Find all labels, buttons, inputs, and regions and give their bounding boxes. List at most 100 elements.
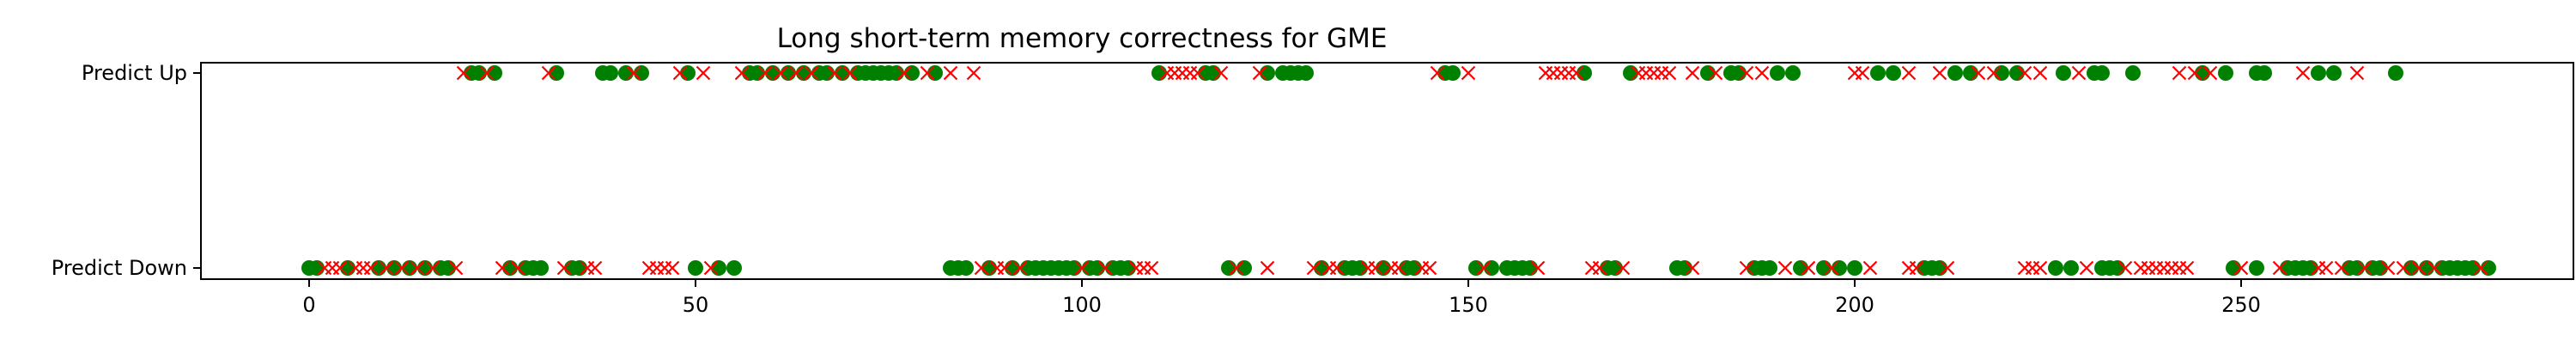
incorrect-prediction-point xyxy=(1012,260,1028,276)
incorrect-prediction-point xyxy=(1685,260,1700,276)
correct-prediction-point xyxy=(1005,260,1020,276)
correct-prediction-point xyxy=(2249,260,2264,276)
incorrect-prediction-point xyxy=(1329,260,1345,276)
incorrect-prediction-point xyxy=(1708,65,1723,81)
correct-prediction-point xyxy=(1260,65,1275,81)
incorrect-prediction-point xyxy=(2032,65,2048,81)
y-axis: Predict Down Predict Up xyxy=(52,61,201,280)
correct-prediction-point xyxy=(487,65,502,81)
correct-prediction-point xyxy=(1206,65,1221,81)
correct-prediction-point xyxy=(2063,260,2079,276)
incorrect-prediction-point xyxy=(1097,260,1113,276)
incorrect-prediction-point xyxy=(1368,260,1383,276)
incorrect-prediction-point xyxy=(1824,260,1839,276)
correct-prediction-point xyxy=(2349,260,2365,276)
correct-prediction-point xyxy=(618,65,634,81)
correct-prediction-point xyxy=(2326,65,2342,81)
incorrect-prediction-point xyxy=(2295,65,2311,81)
incorrect-prediction-point xyxy=(1306,260,1321,276)
incorrect-prediction-point xyxy=(2396,260,2411,276)
incorrect-prediction-point xyxy=(1909,260,1924,276)
incorrect-prediction-point xyxy=(665,260,680,276)
correct-prediction-point xyxy=(1607,260,1623,276)
incorrect-prediction-point xyxy=(479,65,495,81)
correct-prediction-point xyxy=(1090,260,1105,276)
correct-prediction-point xyxy=(371,260,386,276)
correct-prediction-point xyxy=(2218,65,2233,81)
x-tick-label: 0 xyxy=(302,293,315,317)
incorrect-prediction-point xyxy=(1229,260,1244,276)
correct-prediction-point xyxy=(2226,260,2241,276)
correct-prediction-point xyxy=(634,65,649,81)
incorrect-prediction-point xyxy=(1801,260,1816,276)
correct-prediction-point xyxy=(711,260,726,276)
correct-prediction-point xyxy=(2303,260,2318,276)
x-tick-label: 150 xyxy=(1449,293,1488,317)
incorrect-prediction-point xyxy=(1862,260,1878,276)
incorrect-prediction-point xyxy=(2357,260,2372,276)
incorrect-prediction-point xyxy=(1592,260,1607,276)
correct-prediction-point xyxy=(1785,65,1801,81)
incorrect-prediction-point xyxy=(332,260,348,276)
incorrect-prediction-point xyxy=(2272,260,2287,276)
incorrect-prediction-point xyxy=(827,65,842,81)
correct-prediction-point xyxy=(402,260,417,276)
incorrect-prediction-point xyxy=(788,65,804,81)
incorrect-prediction-point xyxy=(1430,65,1445,81)
correct-prediction-point xyxy=(2110,260,2125,276)
incorrect-prediction-point xyxy=(1986,65,2002,81)
correct-prediction-point xyxy=(2056,65,2071,81)
incorrect-prediction-point xyxy=(1662,65,1677,81)
incorrect-prediction-point xyxy=(1422,260,1437,276)
incorrect-prediction-point xyxy=(2380,260,2396,276)
incorrect-prediction-point xyxy=(696,65,711,81)
incorrect-prediction-point xyxy=(626,65,641,81)
correct-prediction-point xyxy=(603,65,618,81)
incorrect-prediction-point xyxy=(672,65,688,81)
incorrect-prediction-point xyxy=(2179,260,2195,276)
incorrect-prediction-point xyxy=(2233,260,2249,276)
incorrect-prediction-point xyxy=(410,260,425,276)
incorrect-prediction-point xyxy=(1074,260,1090,276)
correct-prediction-point xyxy=(819,65,835,81)
correct-prediction-point xyxy=(2419,260,2434,276)
correct-prediction-point xyxy=(1677,260,1692,276)
correct-prediction-point xyxy=(2125,65,2141,81)
correct-prediction-point xyxy=(2372,260,2388,276)
x-tick-label: 250 xyxy=(2221,293,2261,317)
incorrect-prediction-point xyxy=(2032,260,2048,276)
incorrect-prediction-point xyxy=(2071,65,2087,81)
points-layer xyxy=(301,65,2496,276)
incorrect-prediction-point xyxy=(896,65,912,81)
incorrect-prediction-point xyxy=(2172,65,2187,81)
correct-prediction-point xyxy=(1932,260,1947,276)
incorrect-prediction-point xyxy=(1777,260,1793,276)
correct-prediction-point xyxy=(750,65,765,81)
correct-prediction-point xyxy=(2257,65,2272,81)
correct-prediction-point xyxy=(1870,65,1886,81)
correct-prediction-point xyxy=(1298,65,1314,81)
correct-prediction-point xyxy=(386,260,402,276)
incorrect-prediction-point xyxy=(2202,65,2218,81)
correct-prediction-point xyxy=(1522,260,1538,276)
correct-prediction-point xyxy=(1221,260,1236,276)
correct-prediction-point xyxy=(1623,65,1638,81)
correct-prediction-point xyxy=(549,65,564,81)
correct-prediction-point xyxy=(533,260,549,276)
incorrect-prediction-point xyxy=(1932,65,1947,81)
incorrect-prediction-point xyxy=(1190,65,1206,81)
correct-prediction-point xyxy=(1406,260,1422,276)
correct-prediction-point xyxy=(2388,65,2403,81)
correct-prediction-point xyxy=(1151,65,1167,81)
correct-prediction-point xyxy=(309,260,325,276)
incorrect-prediction-point xyxy=(1213,65,1229,81)
correct-prediction-point xyxy=(1484,260,1499,276)
incorrect-prediction-point xyxy=(1260,260,1275,276)
incorrect-prediction-point xyxy=(510,260,526,276)
correct-prediction-point xyxy=(2465,260,2481,276)
incorrect-prediction-point xyxy=(943,65,958,81)
x-tick-label: 50 xyxy=(683,293,709,317)
incorrect-prediction-point xyxy=(1855,65,1870,81)
correct-prediction-point xyxy=(680,65,696,81)
correct-prediction-point xyxy=(1577,65,1592,81)
